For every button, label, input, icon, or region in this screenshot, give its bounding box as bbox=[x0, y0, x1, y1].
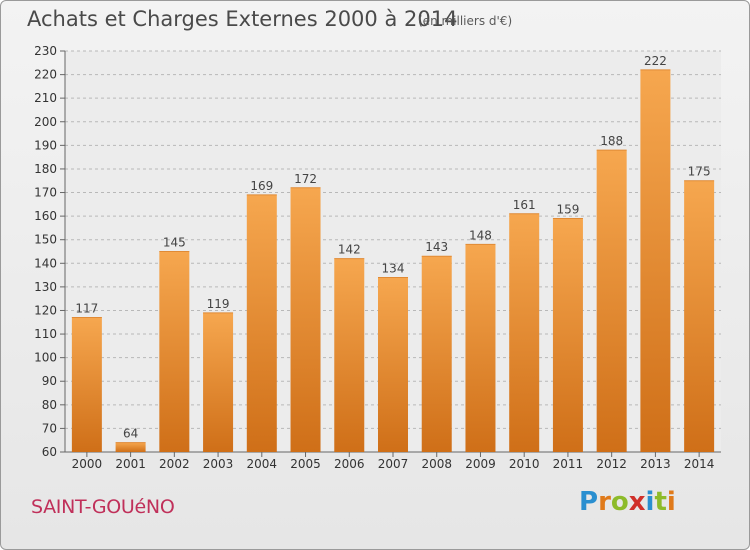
x-tick-label: 2006 bbox=[334, 457, 365, 471]
bar bbox=[465, 244, 496, 452]
x-tick-label: 2008 bbox=[421, 457, 452, 471]
bar-value-label: 222 bbox=[644, 54, 667, 68]
y-tick-label: 140 bbox=[34, 256, 57, 270]
x-tick-label: 2005 bbox=[290, 457, 321, 471]
y-tick-label: 180 bbox=[34, 162, 57, 176]
logo-letter: r bbox=[598, 487, 611, 517]
bar bbox=[290, 187, 321, 452]
chart-subtitle: (en milliers d'€) bbox=[418, 14, 513, 28]
bar-value-label: 148 bbox=[469, 228, 492, 242]
y-tick-label: 170 bbox=[34, 186, 57, 200]
bar bbox=[71, 317, 102, 452]
y-tick-label: 150 bbox=[34, 233, 57, 247]
bar-value-label: 161 bbox=[513, 198, 536, 212]
bar bbox=[596, 150, 627, 452]
bar-value-label: 145 bbox=[163, 236, 186, 250]
logo-letter: x bbox=[628, 487, 646, 517]
commune-name: SAINT-GOUéNO bbox=[31, 496, 175, 518]
bar-value-label: 172 bbox=[294, 172, 317, 186]
bar-value-label: 143 bbox=[425, 240, 448, 254]
bar-value-label: 175 bbox=[688, 165, 711, 179]
x-tick-label: 2001 bbox=[115, 457, 146, 471]
x-tick-label: 2013 bbox=[640, 457, 671, 471]
logo-letter: i bbox=[666, 487, 676, 517]
bar bbox=[246, 194, 277, 452]
x-tick-label: 2012 bbox=[596, 457, 627, 471]
x-tick-label: 2010 bbox=[509, 457, 540, 471]
y-tick-label: 80 bbox=[42, 398, 57, 412]
y-tick-label: 110 bbox=[34, 327, 57, 341]
x-tick-label: 2003 bbox=[203, 457, 234, 471]
logo-letter: P bbox=[579, 487, 599, 517]
y-tick-label: 220 bbox=[34, 68, 57, 82]
bar bbox=[552, 218, 583, 452]
bar bbox=[115, 442, 146, 452]
logo-letter: o bbox=[610, 487, 629, 517]
x-tick-label: 2011 bbox=[553, 457, 584, 471]
y-tick-label: 190 bbox=[34, 138, 57, 152]
bar bbox=[334, 258, 365, 452]
x-tick-label: 2004 bbox=[247, 457, 278, 471]
bar-value-label: 117 bbox=[75, 302, 98, 316]
x-tick-label: 2007 bbox=[378, 457, 409, 471]
logo-letter: t bbox=[654, 487, 667, 517]
x-tick-label: 2000 bbox=[72, 457, 103, 471]
y-tick-label: 70 bbox=[42, 421, 57, 435]
bar bbox=[684, 180, 715, 452]
y-tick-label: 60 bbox=[42, 445, 57, 459]
bar-value-label: 64 bbox=[123, 427, 138, 441]
bar-value-label: 119 bbox=[207, 297, 230, 311]
bar-value-label: 188 bbox=[600, 134, 623, 148]
y-tick-label: 230 bbox=[34, 44, 57, 58]
y-tick-label: 90 bbox=[42, 374, 57, 388]
x-tick-label: 2002 bbox=[159, 457, 190, 471]
bar-value-label: 159 bbox=[556, 202, 579, 216]
x-tick-label: 2014 bbox=[684, 457, 715, 471]
bar bbox=[421, 256, 452, 452]
y-tick-label: 120 bbox=[34, 303, 57, 317]
y-tick-label: 210 bbox=[34, 91, 57, 105]
y-tick-label: 200 bbox=[34, 115, 57, 129]
proxiti-logo: Proxiti bbox=[579, 487, 676, 517]
bar bbox=[640, 69, 671, 452]
y-tick-label: 130 bbox=[34, 280, 57, 294]
bar-value-label: 142 bbox=[338, 243, 361, 257]
bar-value-label: 169 bbox=[250, 179, 273, 193]
bar-value-label: 134 bbox=[382, 261, 405, 275]
chart-title: Achats et Charges Externes 2000 à 2014 bbox=[27, 7, 458, 31]
bar bbox=[378, 277, 408, 452]
x-tick-label: 2009 bbox=[465, 457, 496, 471]
bar bbox=[159, 251, 190, 452]
bar bbox=[509, 213, 540, 452]
y-tick-label: 160 bbox=[34, 209, 57, 223]
bar bbox=[203, 312, 234, 452]
y-tick-label: 100 bbox=[34, 351, 57, 365]
logo-letter: i bbox=[645, 487, 655, 517]
